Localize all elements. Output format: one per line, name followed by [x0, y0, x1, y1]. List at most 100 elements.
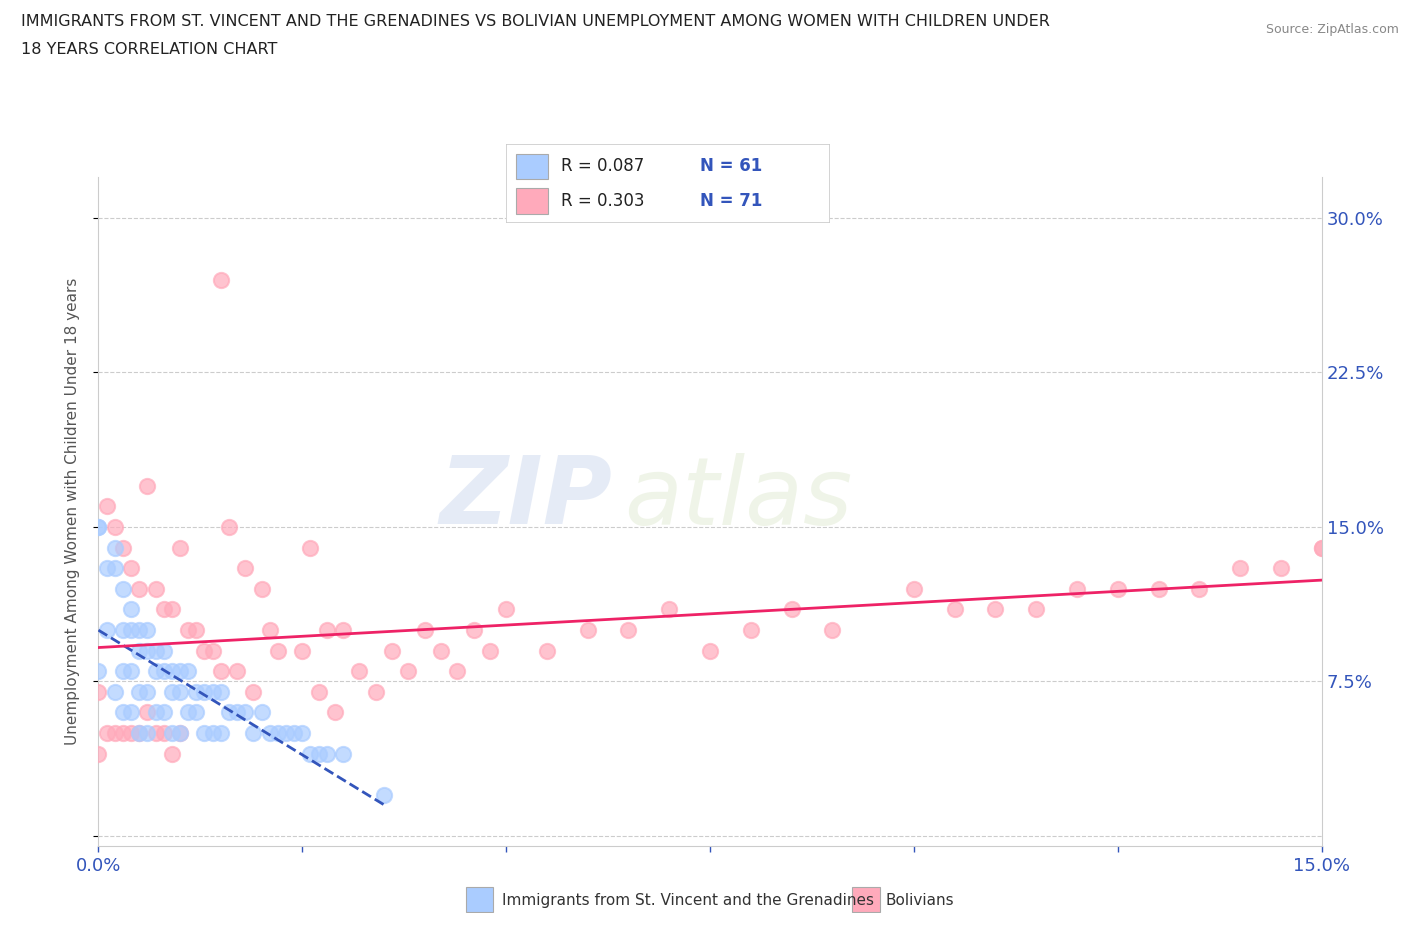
Text: Bolivians: Bolivians: [886, 893, 955, 908]
Point: [259, 622, 281, 637]
Point: [323, 705, 346, 720]
Point: [209, 664, 232, 679]
Point: [160, 602, 183, 617]
Point: [145, 644, 167, 658]
Point: [111, 540, 134, 555]
Point: [396, 664, 419, 679]
Point: [299, 746, 322, 761]
Point: [87, 520, 110, 535]
FancyBboxPatch shape: [852, 887, 880, 911]
Point: [267, 725, 290, 740]
Point: [169, 540, 191, 555]
Point: [111, 581, 134, 596]
Point: [446, 664, 468, 679]
Point: [104, 684, 127, 699]
Point: [136, 622, 159, 637]
Point: [96, 498, 118, 513]
Point: [120, 725, 142, 740]
Point: [160, 725, 183, 740]
Point: [120, 705, 142, 720]
Point: [152, 705, 174, 720]
Point: [87, 684, 110, 699]
Point: [120, 664, 142, 679]
Point: [145, 725, 167, 740]
Text: R = 0.303: R = 0.303: [561, 193, 644, 210]
Point: [104, 520, 127, 535]
Point: [226, 705, 249, 720]
Point: [242, 725, 264, 740]
Point: [128, 644, 150, 658]
Point: [111, 705, 134, 720]
Point: [821, 622, 844, 637]
Point: [291, 644, 314, 658]
Point: [169, 725, 191, 740]
Point: [349, 664, 371, 679]
Point: [169, 725, 191, 740]
Point: [186, 622, 208, 637]
Text: 18 YEARS CORRELATION CHART: 18 YEARS CORRELATION CHART: [21, 42, 277, 57]
Point: [104, 561, 127, 576]
Point: [658, 602, 681, 617]
Text: Source: ZipAtlas.com: Source: ZipAtlas.com: [1265, 23, 1399, 36]
Point: [120, 622, 142, 637]
Point: [226, 664, 249, 679]
Point: [128, 725, 150, 740]
Point: [136, 705, 159, 720]
Point: [1147, 581, 1170, 596]
Point: [943, 602, 966, 617]
Point: [1310, 540, 1333, 555]
Point: [111, 622, 134, 637]
Text: N = 61: N = 61: [700, 157, 762, 175]
Point: [903, 581, 925, 596]
Point: [617, 622, 640, 637]
Point: [332, 746, 354, 761]
Point: [96, 725, 118, 740]
Point: [111, 664, 134, 679]
Point: [160, 684, 183, 699]
Point: [128, 725, 150, 740]
Point: [160, 746, 183, 761]
Point: [984, 602, 1007, 617]
Point: [1107, 581, 1129, 596]
Point: [274, 725, 297, 740]
Point: [145, 664, 167, 679]
Point: [576, 622, 599, 637]
Point: [169, 664, 191, 679]
Point: [177, 664, 200, 679]
Point: [259, 725, 281, 740]
Point: [209, 272, 232, 287]
Point: [128, 622, 150, 637]
Point: [186, 705, 208, 720]
Point: [87, 520, 110, 535]
Point: [136, 478, 159, 493]
Point: [250, 581, 273, 596]
Point: [299, 540, 322, 555]
Point: [373, 788, 395, 803]
Point: [186, 684, 208, 699]
Point: [242, 684, 264, 699]
FancyBboxPatch shape: [516, 189, 548, 214]
Point: [233, 705, 256, 720]
Point: [740, 622, 762, 637]
Text: Immigrants from St. Vincent and the Grenadines: Immigrants from St. Vincent and the Gren…: [502, 893, 875, 908]
Text: atlas: atlas: [624, 453, 852, 544]
Point: [233, 561, 256, 576]
Point: [1310, 540, 1333, 555]
Point: [104, 540, 127, 555]
Point: [218, 520, 240, 535]
Point: [152, 664, 174, 679]
Point: [364, 684, 387, 699]
Point: [104, 725, 127, 740]
Text: R = 0.087: R = 0.087: [561, 157, 644, 175]
Point: [209, 684, 232, 699]
Text: IMMIGRANTS FROM ST. VINCENT AND THE GRENADINES VS BOLIVIAN UNEMPLOYMENT AMONG WO: IMMIGRANTS FROM ST. VINCENT AND THE GREN…: [21, 14, 1050, 29]
Point: [169, 684, 191, 699]
Point: [250, 705, 273, 720]
Point: [87, 664, 110, 679]
Point: [699, 644, 721, 658]
Point: [177, 622, 200, 637]
Point: [315, 746, 337, 761]
Point: [495, 602, 517, 617]
Point: [201, 644, 224, 658]
Point: [1270, 561, 1292, 576]
